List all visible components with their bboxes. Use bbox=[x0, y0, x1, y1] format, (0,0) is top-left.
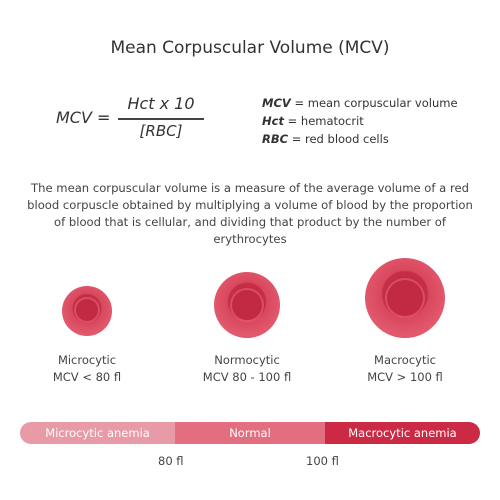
legend-text: = red blood cells bbox=[288, 132, 389, 146]
formula-numerator: Hct x 10 bbox=[127, 94, 195, 113]
legend-item: Hct = hematocrit bbox=[262, 112, 458, 130]
legend-item: RBC = red blood cells bbox=[262, 130, 458, 148]
microcytic-anemia-segment: Microcytic anemia bbox=[20, 422, 175, 444]
normocytic-label: Normocytic MCV 80 - 100 fl bbox=[177, 352, 317, 386]
legend-abbr: RBC bbox=[262, 132, 289, 146]
abbreviation-legend: MCV = mean corpuscular volume Hct = hema… bbox=[262, 94, 458, 148]
fraction-bar bbox=[118, 118, 204, 120]
macrocytic-anemia-segment: Macrocytic anemia bbox=[325, 422, 480, 444]
tick-80: 80 fl bbox=[158, 454, 184, 468]
legend-abbr: Hct bbox=[262, 114, 284, 128]
microcytic-cell-icon bbox=[62, 286, 112, 336]
description: The mean corpuscular volume is a measure… bbox=[27, 181, 473, 246]
cell-range: MCV > 100 fl bbox=[367, 370, 443, 384]
tick-100: 100 fl bbox=[306, 454, 339, 468]
macrocytic-cell-icon bbox=[365, 258, 445, 338]
macrocytic-label: Macrocytic MCV > 100 fl bbox=[335, 352, 475, 386]
cell-name: Normocytic bbox=[214, 353, 280, 367]
formula-lhs: MCV = bbox=[56, 108, 111, 127]
cell-name: Macrocytic bbox=[374, 353, 436, 367]
page-title: Mean Corpuscular Volume (MCV) bbox=[110, 38, 390, 58]
normal-segment: Normal bbox=[175, 422, 325, 444]
cell-name: Microcytic bbox=[57, 353, 117, 367]
formula-denominator: [RBC] bbox=[139, 122, 183, 140]
legend-text: = mean corpuscular volume bbox=[290, 96, 458, 110]
mcv-scale-bar: Microcytic anemia Normal Macrocytic anem… bbox=[20, 422, 480, 444]
cell-range: MCV 80 - 100 fl bbox=[202, 370, 292, 384]
legend-abbr: MCV bbox=[262, 96, 291, 110]
microcytic-label: Microcytic MCV < 80 fl bbox=[17, 352, 157, 386]
legend-item: MCV = mean corpuscular volume bbox=[262, 94, 458, 112]
normocytic-cell-icon bbox=[214, 272, 280, 338]
legend-text: = hematocrit bbox=[283, 114, 364, 128]
cell-range: MCV < 80 fl bbox=[52, 370, 122, 384]
